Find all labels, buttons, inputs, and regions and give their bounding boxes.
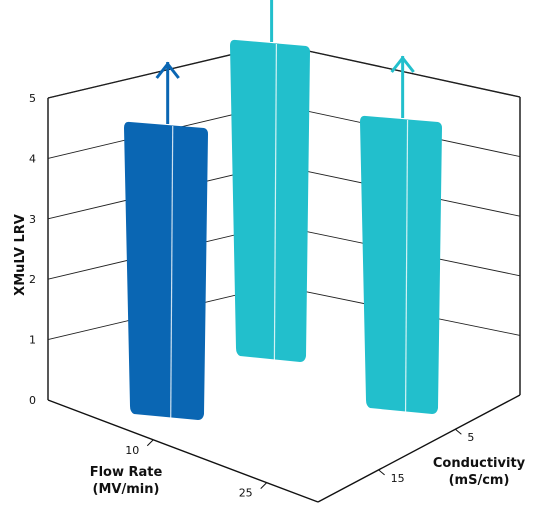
bar-face [124,121,208,420]
flow-rate-tick-label: 10 [125,444,139,457]
bar-face [360,115,442,414]
z-axis-title-line1: Conductivity [433,456,526,471]
flow-rate-tick-labels: 10 25 [125,439,268,500]
left-floor-edge [47,399,319,503]
bar-edge-highlight [170,125,174,419]
x-axis-title-line1: Flow Rate [90,465,163,480]
y-tick-label: 1 [29,334,36,347]
bar-edge-highlight [404,119,409,413]
conductivity-tick-label: 5 [467,431,474,444]
flow-rate-tick [146,439,154,447]
bar [360,55,442,414]
conductivity-tick-label: 15 [391,472,405,485]
bar-edge-highlight [273,43,277,361]
z-axis-title-line2: (mS/cm) [449,473,510,488]
bars [124,0,442,420]
conductivity-tick-labels: 5 15 [378,428,474,485]
y-tick-label: 3 [29,213,36,226]
flow-rate-tick-label: 25 [239,487,253,500]
bar [230,0,310,362]
bar [124,61,208,420]
y-tick-label: 2 [29,273,36,286]
bar-face [230,39,310,362]
y-tick-labels: 0 1 2 3 4 5 [29,92,36,407]
flow-rate-tick [260,482,268,489]
y-tick-label: 0 [29,394,36,407]
conductivity-tick [455,428,462,435]
y-axis-title: XMuLV LRV [13,214,28,296]
right-floor-edge [317,394,521,503]
x-axis-title-line2: (MV/min) [93,482,160,497]
conductivity-tick [378,469,385,476]
y-tick-label: 4 [29,152,36,165]
arrow-head [390,55,415,73]
y-tick-label: 5 [29,92,36,105]
arrow-head [155,61,180,79]
